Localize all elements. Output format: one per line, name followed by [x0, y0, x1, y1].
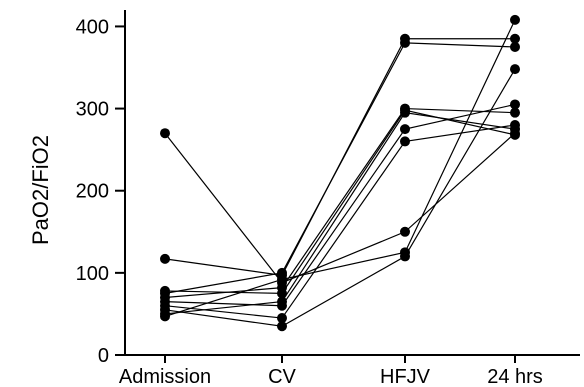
y-tick-label: 300: [76, 99, 109, 121]
data-point: [510, 41, 520, 52]
data-point: [510, 129, 520, 140]
series-7: [160, 64, 520, 332]
data-point: [510, 64, 520, 75]
data-point: [277, 321, 287, 332]
data-point: [160, 285, 170, 296]
series-line: [164, 103, 516, 307]
data-point: [277, 313, 287, 324]
data-point: [400, 37, 410, 48]
y-tick-label: 200: [76, 181, 109, 203]
data-point: [160, 253, 170, 264]
data-point: [400, 136, 410, 147]
series-line: [164, 19, 516, 317]
x-ticks: Admission CV HFJV 24 hrs: [119, 355, 543, 387]
series-line: [164, 112, 516, 315]
series-line: [164, 109, 516, 294]
data-point: [277, 274, 287, 285]
y-axis-label: PaO2/FiO2: [28, 135, 53, 245]
series-line: [164, 42, 516, 294]
data-point: [510, 14, 520, 25]
data-point: [277, 296, 287, 307]
series-8: [160, 107, 520, 319]
series-line: [164, 132, 516, 284]
series-10: [160, 105, 520, 299]
data-point: [400, 226, 410, 237]
data-point: [400, 247, 410, 258]
series-2: [160, 33, 520, 281]
series-line: [164, 38, 515, 276]
axes: [124, 10, 580, 356]
data-point: [160, 128, 170, 139]
data-point: [160, 311, 170, 322]
series-line: [164, 68, 516, 327]
data-point: [510, 99, 520, 110]
data-point: [400, 105, 410, 116]
series-line: [164, 124, 516, 319]
series-9: [160, 14, 520, 322]
x-tick-label: 24 hrs: [487, 366, 543, 387]
data-point: [400, 124, 410, 135]
y-ticks: 0 100 200 300 400: [76, 16, 125, 367]
data-point: [277, 288, 287, 299]
y-tick-label: 100: [76, 263, 109, 285]
x-tick-label: HFJV: [380, 366, 431, 387]
data-point: [510, 33, 520, 44]
series-line: [164, 107, 516, 299]
x-tick-label: CV: [268, 366, 296, 387]
series-5: [160, 99, 520, 311]
series-4: [160, 103, 520, 303]
y-tick-label: 400: [76, 16, 109, 38]
y-tick-label: 0: [98, 345, 109, 367]
series-group: [160, 14, 520, 332]
x-tick-label: Admission: [119, 366, 211, 387]
data-point: [510, 107, 520, 118]
